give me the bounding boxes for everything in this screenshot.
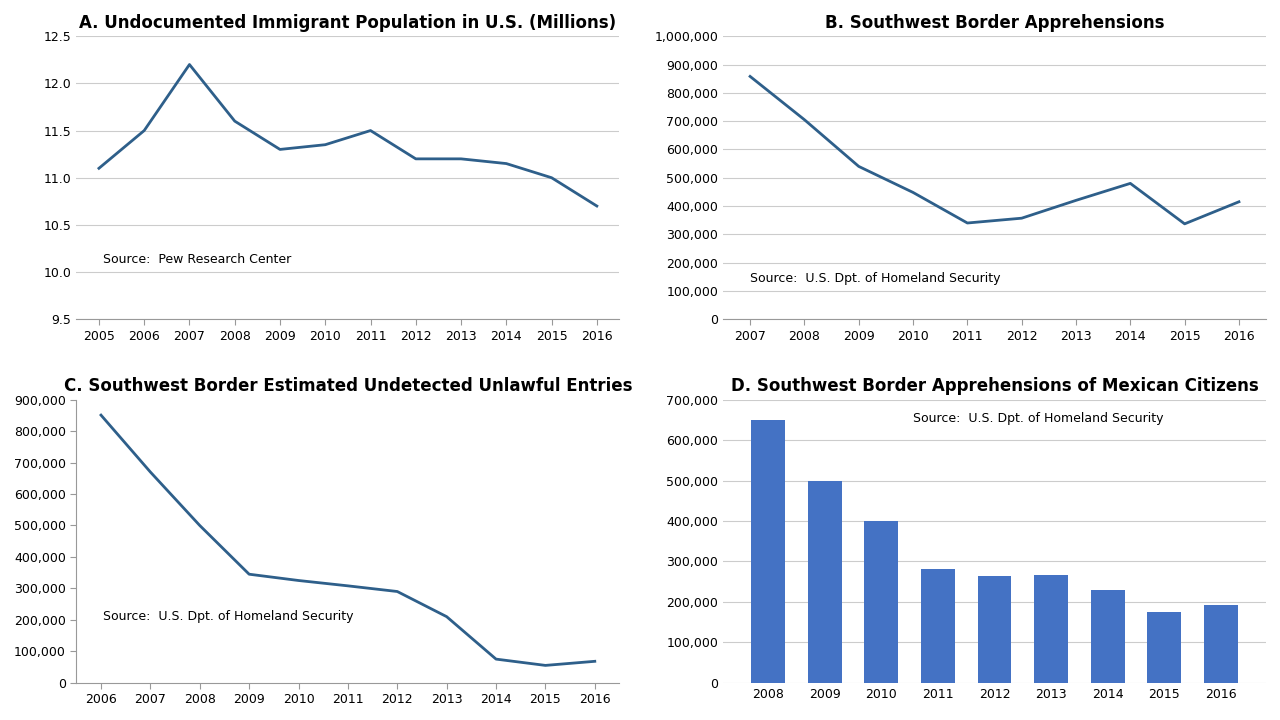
Bar (751, 420, 785, 683)
Text: Source:  U.S. Dpt. of Homeland Security: Source: U.S. Dpt. of Homeland Security (750, 272, 1001, 285)
Text: Source:  Pew Research Center: Source: Pew Research Center (104, 253, 292, 266)
Bar (1034, 575, 1068, 683)
Text: Source:  U.S. Dpt. of Homeland Security: Source: U.S. Dpt. of Homeland Security (913, 413, 1164, 426)
Bar (978, 575, 1011, 683)
Bar (1204, 605, 1238, 683)
Title: A. Undocumented Immigrant Population in U.S. (Millions): A. Undocumented Immigrant Population in … (79, 14, 617, 32)
Bar (808, 480, 842, 683)
Title: D. Southwest Border Apprehensions of Mexican Citizens: D. Southwest Border Apprehensions of Mex… (731, 377, 1258, 395)
Text: Source:  U.S. Dpt. of Homeland Security: Source: U.S. Dpt. of Homeland Security (104, 611, 355, 624)
Bar (864, 521, 899, 683)
Title: B. Southwest Border Apprehensions: B. Southwest Border Apprehensions (824, 14, 1165, 32)
Bar (922, 570, 955, 683)
Bar (1147, 612, 1181, 683)
Title: C. Southwest Border Estimated Undetected Unlawful Entries: C. Southwest Border Estimated Undetected… (64, 377, 632, 395)
Bar (1091, 590, 1125, 683)
